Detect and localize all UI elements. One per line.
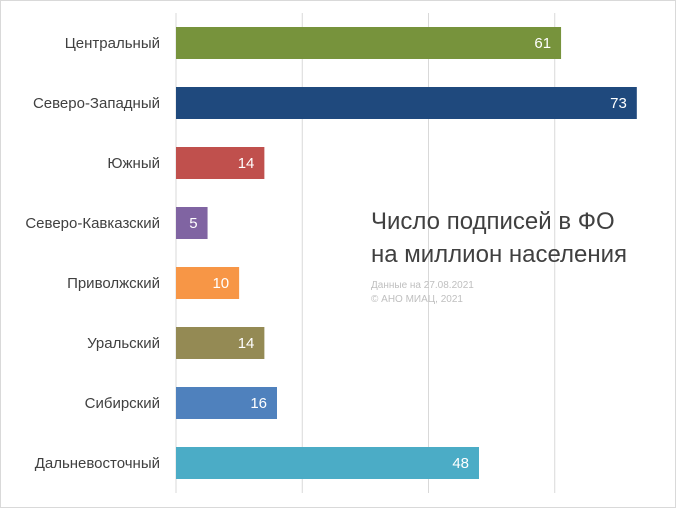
value-labels: 61 73 14 5 10 14 16 48 [189, 35, 627, 472]
value-label-0: 61 [534, 35, 551, 52]
value-label-5: 14 [238, 335, 255, 352]
chart-note-copyright: © АНО МИАЦ, 2021 [371, 294, 463, 305]
chart-note-date: Данные на 27.08.2021 [371, 280, 474, 291]
value-label-4: 10 [212, 275, 229, 292]
chart-title-line-2: на миллион населения [371, 241, 627, 268]
chart-title-line-1: Число подписей в ФО [371, 208, 615, 235]
category-label-3: Северо-Кавказский [25, 215, 160, 232]
value-label-7: 48 [452, 455, 469, 472]
bar-4 [176, 267, 240, 299]
bar-1 [176, 87, 637, 119]
category-label-6: Сибирский [85, 395, 160, 412]
category-label-0: Центральный [65, 35, 160, 52]
bars [176, 27, 637, 479]
category-label-7: Дальневосточный [35, 455, 160, 472]
value-label-3: 5 [189, 215, 197, 232]
value-label-2: 14 [238, 155, 255, 172]
bar-2 [176, 147, 265, 179]
value-label-1: 73 [610, 95, 627, 112]
value-label-6: 16 [250, 395, 267, 412]
bar-5 [176, 327, 265, 359]
bar-7 [176, 447, 479, 479]
bar-0 [176, 27, 562, 59]
bar-3 [176, 207, 208, 239]
category-label-5: Уральский [87, 335, 160, 352]
category-label-4: Приволжский [67, 275, 160, 292]
category-label-2: Южный [107, 155, 160, 172]
category-label-1: Северо-Западный [33, 95, 160, 112]
category-labels: Центральный Северо-Западный Южный Северо-Ка… [25, 35, 160, 472]
bar-6 [176, 387, 277, 419]
